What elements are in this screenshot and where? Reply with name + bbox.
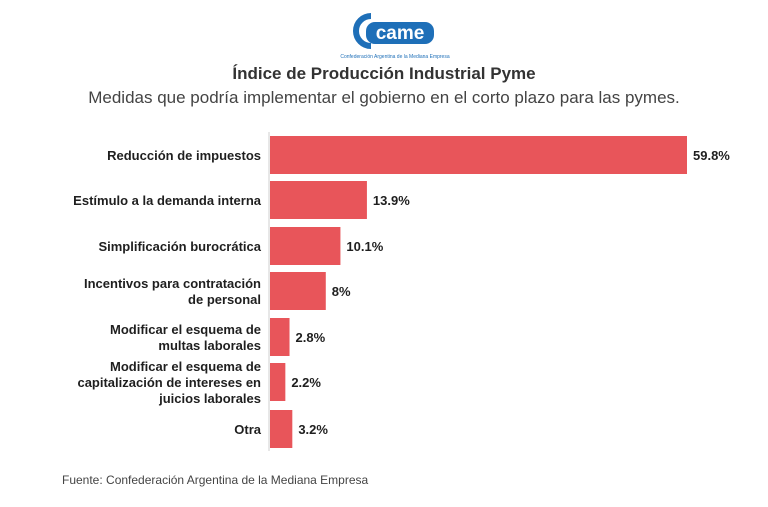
bar-value-label: 10.1%: [346, 239, 383, 254]
bar-value-label: 59.8%: [693, 148, 730, 163]
bar: [270, 272, 326, 310]
category-label: Simplificación burocrática: [98, 239, 261, 254]
logo-caption: Confederación Argentina de la Mediana Em…: [340, 54, 449, 60]
bar: [270, 363, 286, 401]
bar: [270, 136, 687, 174]
bar: [270, 227, 341, 265]
bar: [270, 181, 367, 219]
chart-title: Índice de Producción Industrial Pyme: [232, 64, 536, 83]
category-label: Reducción de impuestos: [107, 148, 261, 163]
bar-value-label: 2.8%: [296, 330, 326, 345]
came-logo-mark: came: [353, 13, 434, 49]
came-logo: came Confederación Argentina de la Media…: [0, 6, 768, 62]
bar-value-label: 13.9%: [373, 193, 410, 208]
category-label: Otra: [234, 422, 262, 437]
bar-value-label: 8%: [332, 284, 351, 299]
bar-chart: 59.8% Reducción de impuestos 13.9% Estímulo…: [73, 132, 730, 451]
category-label: Estímulo a la demanda interna: [73, 193, 262, 208]
bar: [270, 410, 293, 448]
bar: [270, 318, 290, 356]
source-note: Fuente: Confederación Argentina de la Me…: [62, 473, 369, 487]
bar-value-label: 2.2%: [291, 375, 321, 390]
category-label: Modificar el esquema de capitalización de…: [77, 359, 261, 406]
category-label: Incentivos para contratación de personal: [84, 276, 261, 307]
logo-wordmark: came: [376, 23, 425, 44]
category-label: Modificar el esquema de multas laborales: [110, 322, 261, 353]
bar-value-label: 3.2%: [298, 422, 328, 437]
chart-subtitle: Medidas que podría implementar el gobier…: [88, 88, 680, 107]
